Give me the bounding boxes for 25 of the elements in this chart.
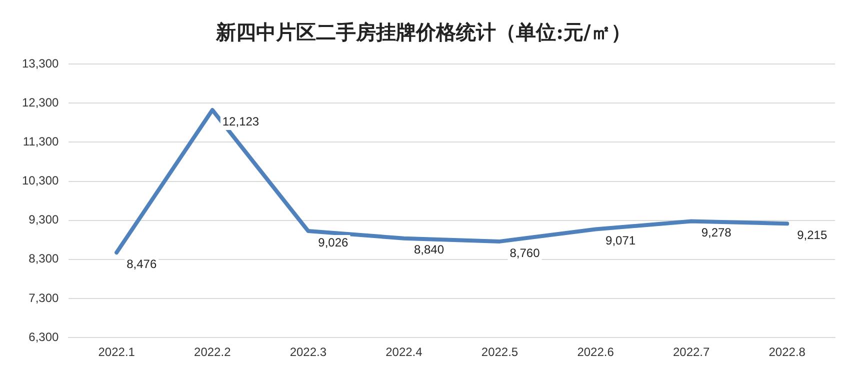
x-tick-label: 2022.1: [98, 345, 136, 360]
y-tick-label: 6,300: [28, 330, 60, 344]
y-tick-label: 7,300: [28, 290, 60, 305]
y-tick-label: 10,300: [22, 174, 60, 188]
data-label: 12,123: [222, 114, 260, 128]
data-label: 8,760: [510, 246, 540, 260]
x-tick-label: 2022.4: [386, 345, 423, 360]
x-tick-label: 2022.8: [768, 345, 806, 360]
x-tick-label: 2022.2: [194, 345, 232, 360]
data-label: 8,476: [126, 256, 157, 271]
y-tick-label: 8,300: [28, 252, 60, 266]
y-tick-label: 9,300: [28, 212, 60, 227]
data-label: 8,840: [414, 242, 444, 257]
chart-title: 新四中片区二手房挂牌价格统计（单位:元/㎡）: [215, 20, 631, 44]
data-label: 9,071: [606, 234, 636, 248]
x-tick-label: 2022.7: [672, 345, 710, 360]
x-tick-label: 2022.3: [290, 345, 327, 360]
x-tick-label: 2022.6: [577, 345, 614, 360]
data-label: 9,026: [318, 235, 349, 250]
data-label: 9,278: [701, 226, 732, 240]
x-tick-label: 2022.5: [481, 345, 518, 360]
y-tick-label: 12,300: [22, 95, 60, 110]
y-tick-label: 11,300: [22, 134, 60, 148]
data-label: 9,215: [797, 228, 828, 242]
y-tick-label: 13,300: [22, 56, 60, 70]
